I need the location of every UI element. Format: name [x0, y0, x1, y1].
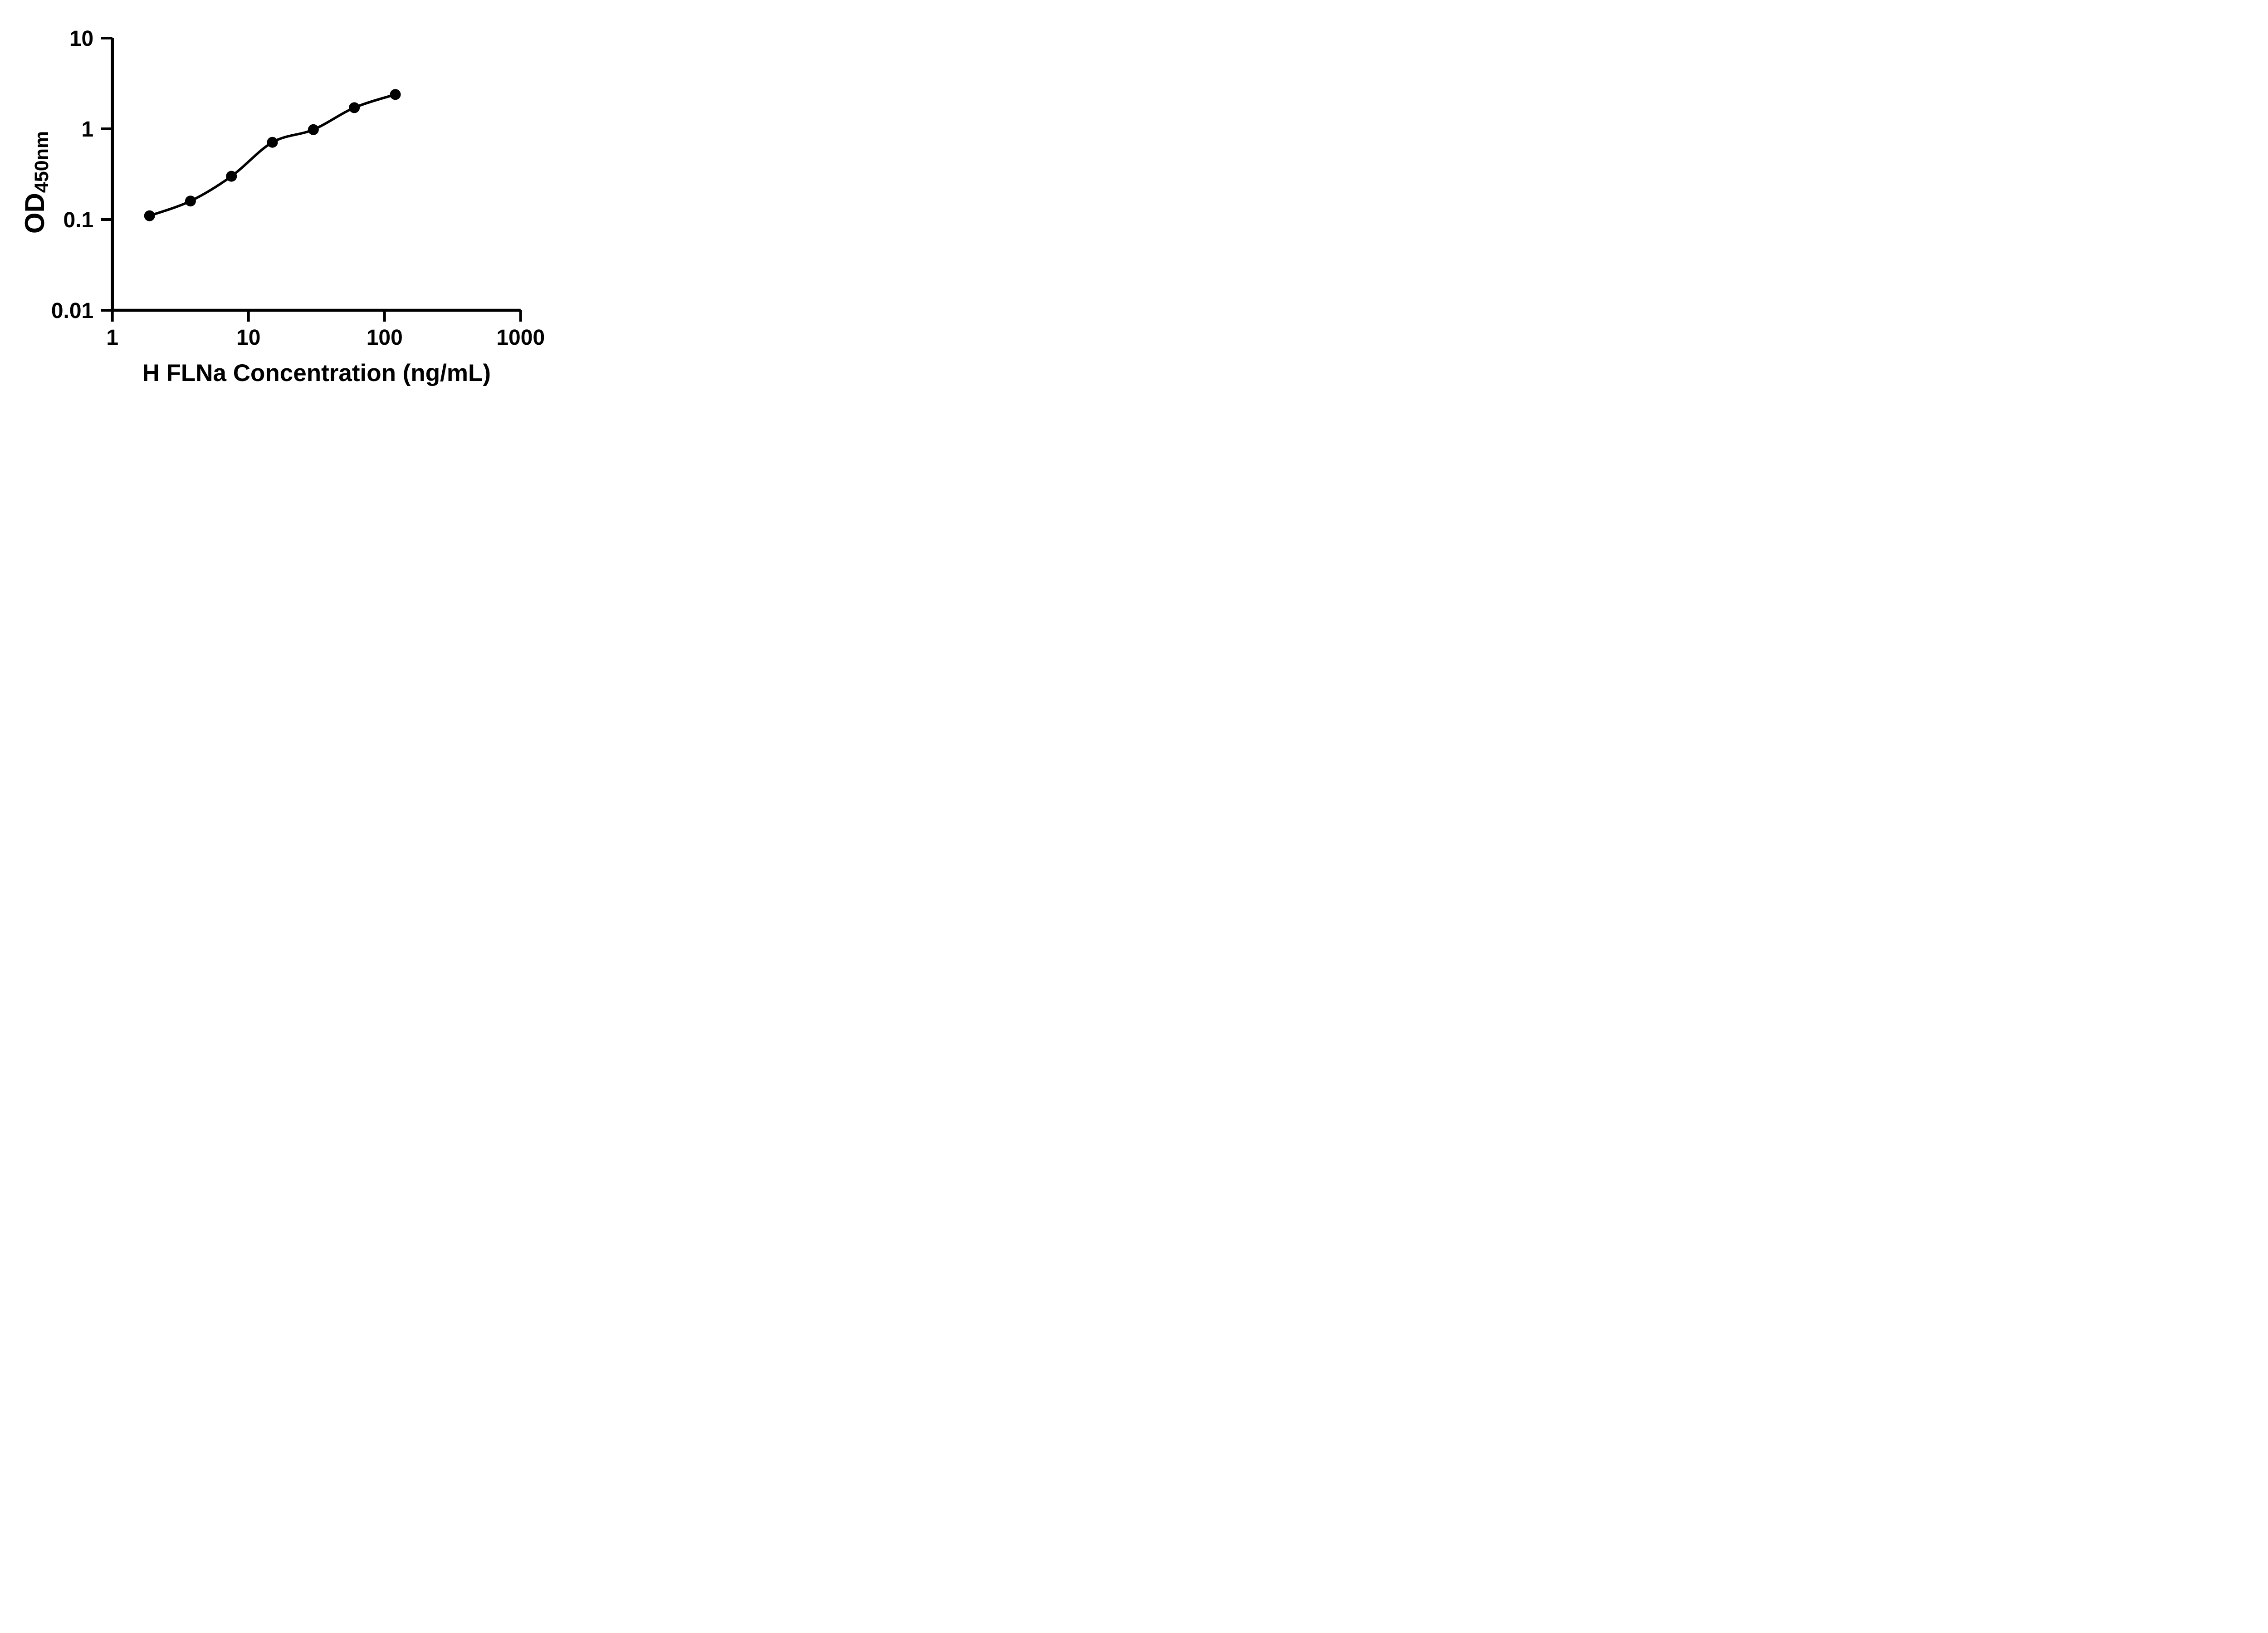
x-tick-label: 100	[367, 326, 403, 350]
y-axis-title-subscript: 450nm	[31, 131, 53, 193]
x-axis-title: H FLNa Concentration (ng/mL)	[142, 360, 491, 386]
y-tick-label: 0.01	[51, 299, 93, 323]
x-tick-label: 1000	[496, 326, 545, 350]
y-tick-label: 0.1	[64, 208, 94, 232]
y-axis-tick-labels: 10 1 0.1 0.01	[51, 27, 93, 323]
x-axis-ticks	[111, 310, 522, 322]
x-tick-label: 1	[106, 326, 118, 350]
data-points	[144, 89, 401, 221]
data-point	[308, 124, 319, 135]
data-point	[349, 102, 360, 113]
y-axis-ticks	[101, 37, 112, 312]
y-axis-title-main-text: OD	[20, 193, 50, 234]
y-axis-title: OD450nm	[20, 131, 53, 234]
data-point	[390, 89, 401, 100]
data-point	[226, 171, 237, 182]
elisa-standard-curve-figure: 10 1 0.1 0.01 1 10 100 1000 H FLNa Concentrati…	[0, 0, 583, 408]
y-tick-label: 1	[82, 117, 94, 142]
data-point	[144, 210, 155, 221]
data-point	[185, 196, 196, 207]
standard-curve-chart: 10 1 0.1 0.01 1 10 100 1000 H FLNa Concentrati…	[20, 27, 545, 386]
data-point	[267, 137, 278, 148]
x-axis-tick-labels: 1 10 100 1000	[106, 326, 545, 350]
y-tick-label: 10	[69, 27, 93, 51]
x-tick-label: 10	[236, 326, 260, 350]
